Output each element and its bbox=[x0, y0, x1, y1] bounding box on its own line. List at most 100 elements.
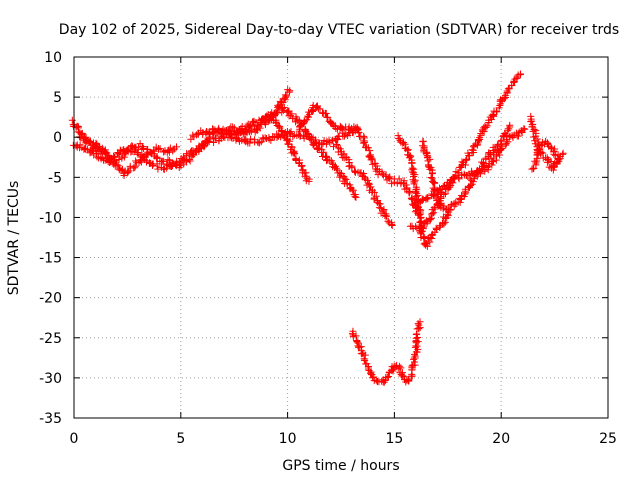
marker-arc-low bbox=[361, 351, 369, 359]
marker-arc-f bbox=[336, 171, 344, 179]
marker-arc-g bbox=[304, 112, 312, 120]
marker-arc-h bbox=[360, 173, 368, 181]
marker-arc-c bbox=[282, 92, 290, 100]
marker-arc-n bbox=[544, 140, 552, 148]
marker-arc-k bbox=[463, 156, 471, 164]
marker-arc-low bbox=[416, 318, 424, 326]
x-tick-label: 15 bbox=[385, 431, 403, 447]
marker-arc-i bbox=[423, 242, 431, 250]
marker-arc-e bbox=[277, 128, 285, 136]
marker-arc-m bbox=[533, 135, 541, 143]
marker-arc-j bbox=[467, 181, 475, 189]
marker-arc-k bbox=[426, 216, 434, 224]
marker-arc-c bbox=[110, 152, 118, 160]
marker-arc-i bbox=[426, 238, 434, 246]
marker-arc-l bbox=[439, 182, 447, 190]
marker-arc-low bbox=[356, 343, 364, 351]
marker-arc-k bbox=[504, 85, 512, 93]
marker-arc-low bbox=[348, 330, 356, 338]
marker-arc-a bbox=[124, 168, 132, 176]
marker-arc-c bbox=[172, 161, 180, 169]
marker-arc-low bbox=[366, 369, 374, 377]
marker-arc-l bbox=[464, 171, 472, 179]
marker-arc-i bbox=[404, 146, 412, 154]
marker-arc-a bbox=[68, 116, 76, 124]
marker-arc-d bbox=[265, 135, 273, 143]
x-tick-label: 10 bbox=[279, 431, 297, 447]
y-tick-label: 0 bbox=[53, 130, 62, 146]
marker-arc-f bbox=[352, 193, 360, 201]
marker-arc-f bbox=[308, 133, 316, 141]
marker-arc-k bbox=[493, 107, 501, 115]
marker-arc-h bbox=[382, 212, 390, 220]
marker-arc-n bbox=[555, 157, 563, 165]
marker-arc-k bbox=[431, 205, 439, 213]
plot-frame bbox=[73, 56, 609, 419]
marker-arc-low bbox=[414, 345, 422, 353]
marker-arc-h bbox=[376, 200, 384, 208]
marker-arc-f bbox=[284, 107, 292, 115]
marker-arc-j bbox=[504, 125, 512, 133]
marker-arc-g bbox=[374, 171, 382, 179]
marker-arc-m bbox=[559, 149, 567, 157]
marker-arc-g bbox=[378, 170, 386, 178]
marker-arc-g bbox=[366, 147, 374, 155]
marker-arc-d bbox=[240, 136, 248, 144]
marker-arc-g bbox=[346, 126, 354, 134]
y-tick-label: -5 bbox=[48, 170, 62, 186]
marker-arc-h bbox=[360, 170, 368, 178]
x-axis-label: GPS time / hours bbox=[282, 458, 399, 474]
marker-arc-n bbox=[554, 154, 562, 162]
marker-arc-d bbox=[293, 131, 301, 139]
marker-arc-d bbox=[267, 136, 275, 144]
marker-arc-g bbox=[406, 187, 414, 195]
marker-arc-e bbox=[238, 123, 246, 131]
marker-arc-k bbox=[482, 123, 490, 131]
marker-arc-g bbox=[367, 154, 375, 162]
marker-arc-low bbox=[397, 364, 405, 372]
marker-arc-low bbox=[383, 373, 391, 381]
y-tick-label: -25 bbox=[39, 331, 62, 347]
marker-arc-m bbox=[530, 125, 538, 133]
marker-arc-d bbox=[296, 132, 304, 140]
marker-arc-low bbox=[415, 321, 423, 329]
marker-arc-low bbox=[414, 334, 422, 342]
marker-arc-i bbox=[432, 224, 440, 232]
marker-arc-j bbox=[442, 205, 450, 213]
marker-arc-g bbox=[385, 174, 393, 182]
marker-arc-low bbox=[411, 352, 419, 360]
marker-arc-d bbox=[328, 137, 336, 145]
marker-arc-c bbox=[204, 137, 212, 145]
marker-arc-low bbox=[410, 355, 418, 363]
marker-arc-low bbox=[354, 342, 362, 350]
marker-arc-l bbox=[469, 170, 477, 178]
marker-arc-j bbox=[419, 137, 427, 145]
x-tick-label: 20 bbox=[492, 431, 510, 447]
marker-arc-k bbox=[458, 158, 466, 166]
marker-arc-n bbox=[537, 141, 545, 149]
marker-arc-a bbox=[156, 145, 164, 153]
marker-arc-i bbox=[422, 240, 430, 248]
marker-arc-l bbox=[520, 125, 528, 133]
marker-arc-k bbox=[440, 191, 448, 199]
marker-arc-k bbox=[419, 223, 427, 231]
marker-arc-e bbox=[272, 118, 280, 126]
marker-arc-f bbox=[280, 103, 288, 111]
marker-arc-e bbox=[241, 126, 249, 134]
marker-arc-d bbox=[322, 140, 330, 148]
marker-arc-b bbox=[210, 139, 218, 147]
y-tick-label: -15 bbox=[39, 251, 62, 267]
marker-arc-c bbox=[286, 87, 294, 95]
marker-arc-e bbox=[286, 145, 294, 153]
y-tick-label: -20 bbox=[39, 291, 62, 307]
marker-arc-low bbox=[389, 367, 397, 375]
marker-arc-low bbox=[408, 362, 416, 370]
marker-arc-low bbox=[384, 373, 392, 381]
marker-arc-l bbox=[476, 170, 484, 178]
marker-arc-a bbox=[125, 167, 133, 175]
marker-arc-j bbox=[447, 201, 455, 209]
marker-arc-c bbox=[123, 146, 131, 154]
marker-arc-low bbox=[393, 361, 401, 369]
marker-arc-d bbox=[247, 135, 255, 143]
marker-arc-g bbox=[363, 144, 371, 152]
